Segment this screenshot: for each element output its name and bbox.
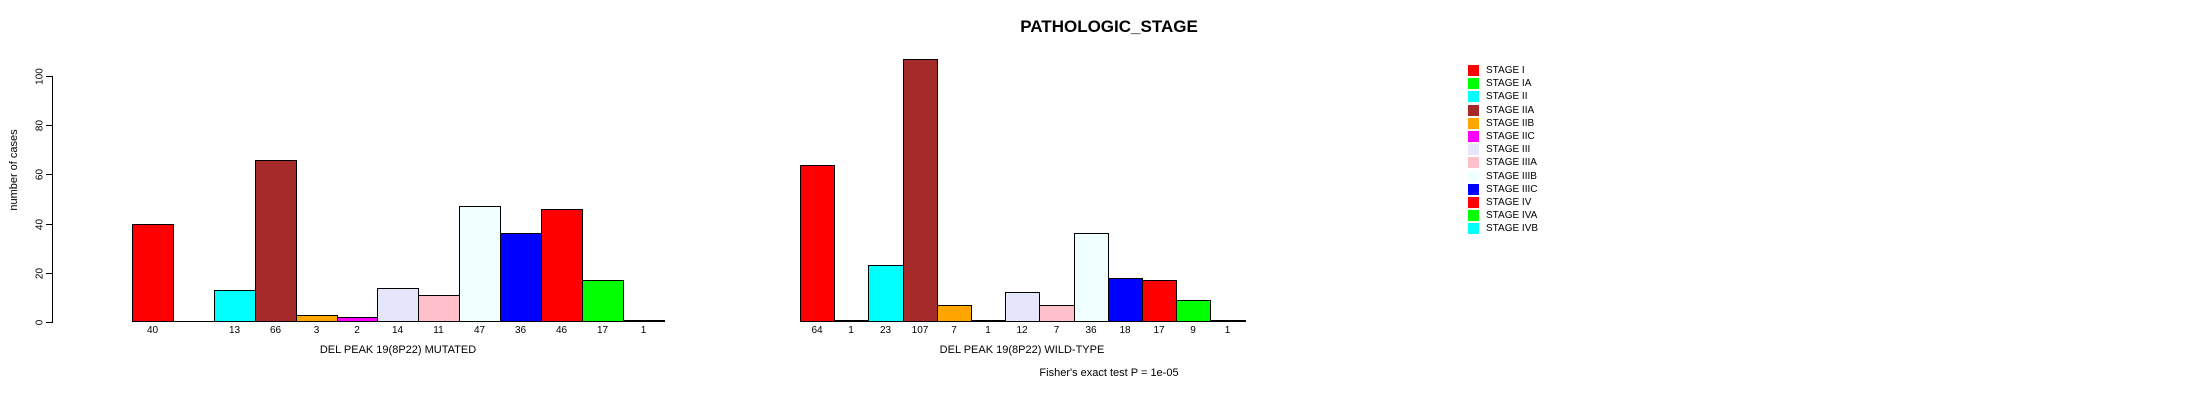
legend-swatch-stage-iic [1468,131,1479,142]
bar-wild-type-stage-iiic [1108,278,1143,322]
legend-label-stage-iiia: STAGE IIIA [1486,157,1537,168]
legend-label-stage-iib: STAGE IIB [1486,118,1535,129]
bar-label-wild-type-stage-ia: 1 [848,325,854,336]
y-axis-tick-60 [46,174,53,175]
y-axis-tick-40 [46,224,53,225]
chart-title: PATHOLOGIC_STAGE [1020,17,1198,36]
bar-wild-type-stage-ii [868,265,904,322]
bar-wild-type-stage-ivb [1210,320,1246,322]
legend-label-stage-iv: STAGE IV [1486,197,1532,208]
legend-swatch-stage-iva [1468,210,1479,221]
bar-label-wild-type-stage-ivb: 1 [1224,325,1231,336]
bar-mutated-stage-iv [541,209,583,322]
bar-label-mutated-stage-iv: 46 [555,325,568,336]
bar-mutated-stage-ivb [623,320,665,322]
legend-swatch-stage-iii [1468,144,1479,155]
legend-label-stage-iiib: STAGE IIIB [1486,171,1537,182]
bar-mutated-stage-iiib [459,206,501,322]
x-axis-title-wildtype: DEL PEAK 19(8P22) WILD-TYPE [939,344,1105,356]
y-axis-tick-0 [46,322,53,323]
bar-wild-type-stage-iva [1176,300,1211,322]
y-axis-tick-80 [46,125,53,126]
bar-label-wild-type-stage-iib: 7 [951,325,957,336]
legend-swatch-stage-ia [1468,78,1479,89]
bar-label-mutated-stage-iia: 66 [269,325,282,336]
bar-wild-type-stage-iib [937,305,972,322]
bar-mutated-stage-iii [377,288,419,322]
bar-label-mutated-stage-iiib: 47 [473,325,486,336]
bar-label-mutated-stage-iiia: 11 [433,325,444,336]
bar-wild-type-stage-iiib [1074,233,1109,322]
bar-label-wild-type-stage-iia: 107 [911,325,929,336]
bar-mutated-stage-iia [255,160,297,322]
legend-swatch-stage-iia [1468,105,1479,116]
bar-label-wild-type-stage-iv: 17 [1153,325,1165,336]
bar-label-mutated-stage-ivb: 1 [640,325,647,336]
bar-label-mutated-stage-iib: 3 [313,325,320,336]
legend-label-stage-iia: STAGE IIA [1486,105,1535,116]
bar-label-mutated-stage-iic: 2 [354,325,360,336]
bar-label-mutated-stage-iva: 17 [596,325,609,336]
legend-label-stage-iic: STAGE IIC [1486,131,1535,142]
bar-label-mutated-stage-ii: 13 [228,325,241,336]
bar-wild-type-stage-iia [903,59,938,322]
legend-swatch-stage-i [1468,65,1479,76]
legend-label-stage-ivb: STAGE IVB [1486,223,1539,234]
bar-label-mutated-stage-i: 40 [146,325,159,336]
bar-label-wild-type-stage-iiic: 18 [1119,325,1131,336]
legend-swatch-stage-iiia [1468,157,1479,168]
legend-swatch-stage-ivb [1468,223,1479,234]
bar-label-wild-type-stage-iva: 9 [1190,325,1196,336]
legend-label-stage-ii: STAGE II [1486,91,1528,102]
legend-label-stage-iii: STAGE III [1486,144,1531,155]
x-axis-title-mutated: DEL PEAK 19(8P22) MUTATED [319,344,477,356]
bar-wild-type-stage-i [800,165,835,322]
bar-mutated-stage-iva [582,280,624,322]
y-axis-line [52,76,53,323]
bar-label-mutated-stage-iii: 14 [391,325,404,336]
bar-label-wild-type-stage-ii: 23 [879,325,892,336]
bar-mutated-stage-iiic [500,233,542,322]
legend-swatch-stage-iib [1468,118,1479,129]
y-axis-tick-20 [46,273,53,274]
legend-label-stage-iiic: STAGE IIIC [1486,184,1538,195]
bar-label-mutated-stage-iiic: 36 [514,325,527,336]
fisher-test-annotation: Fisher's exact test P = 1e-05 [1039,367,1179,379]
legend-swatch-stage-ii [1468,91,1479,102]
legend-label-stage-ia: STAGE IA [1486,78,1532,89]
bar-label-wild-type-stage-i: 64 [811,325,823,336]
bar-label-wild-type-stage-iic: 1 [985,325,991,336]
legend-swatch-stage-iv [1468,197,1479,208]
bar-label-wild-type-stage-iiia: 7 [1053,325,1060,336]
y-axis-tick-100 [46,76,53,77]
bar-mutated-stage-i [132,224,174,322]
bar-wild-type-stage-iii [1005,292,1040,322]
legend-label-stage-iva: STAGE IVA [1486,210,1538,221]
legend-swatch-stage-iiic [1468,184,1479,195]
bar-label-wild-type-stage-iii: 12 [1016,325,1028,336]
bar-label-wild-type-stage-iiib: 36 [1085,325,1097,336]
legend-label-stage-i: STAGE I [1486,65,1525,76]
legend-swatch-stage-iiib [1468,171,1479,182]
